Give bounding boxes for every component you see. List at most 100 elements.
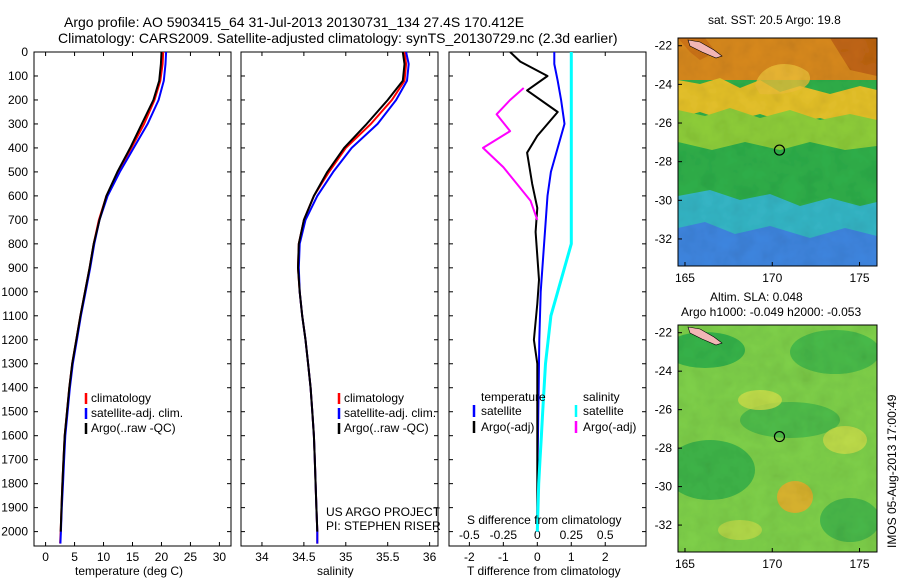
series-line-argo-raw-qc- (59, 52, 163, 532)
depth-tick-label: 1700 (1, 453, 28, 467)
depth-tick-label: 500 (8, 165, 28, 179)
lat-tick-label: -32 (655, 518, 673, 532)
x-tick-label: 34.5 (292, 550, 316, 564)
legend-label-argo: Argo(..raw -QC) (91, 421, 176, 435)
salinity-axes: 34 34.5 35 35.5 36 (241, 51, 438, 564)
depth-tick-label: 900 (8, 261, 28, 275)
legend-label-satellite: satellite-adj. clim. (91, 406, 183, 420)
difference-lines (482, 52, 573, 532)
sla-map-title-1: Altim. SLA: 0.048 (710, 290, 803, 304)
depth-tick-label: 1600 (1, 429, 28, 443)
lat-tick-label: -28 (655, 155, 673, 169)
salinity-panel-frame (240, 51, 439, 547)
lat-tick-label: -26 (655, 116, 673, 130)
legend-label-climatology: climatology (91, 391, 151, 405)
x-tick-label: 35.5 (376, 550, 400, 564)
x-tick-label: -1 (498, 550, 509, 564)
x-tick-label: 5 (71, 550, 78, 564)
depth-tick-label: 100 (8, 69, 28, 83)
x-tick-label: 15 (126, 550, 140, 564)
legend-header-temperature: temperature (481, 390, 546, 404)
depth-tick-label: 1300 (1, 357, 28, 371)
lon-tick-label: 175 (850, 557, 870, 571)
lat-tick-label: -32 (655, 232, 673, 246)
depth-tick-label: 1900 (1, 501, 28, 515)
series-line-salinity-satellite (535, 52, 573, 532)
title-line-1: Argo profile: AO 5903415_64 31-Jul-2013 … (64, 14, 524, 30)
legend-label-temp-argo: Argo(-adj) (481, 420, 534, 434)
depth-tick-label: 800 (8, 237, 28, 251)
s-diff-tick-label: -0.5 (459, 528, 480, 542)
difference-axes: -2 -1 0 1 2 -0.5 -0.25 0 0.25 0.5 (449, 51, 646, 564)
legend-label-sal-argo: Argo(-adj) (583, 420, 636, 434)
s-diff-tick-label: 0 (534, 528, 541, 542)
lat-tick-label: -24 (655, 364, 673, 378)
x-tick-label: -2 (464, 550, 475, 564)
imos-watermark: IMOS 05-Aug-2013 17:00:49 (885, 394, 899, 548)
series-line-satellite-adj-clim- (59, 52, 168, 544)
sla-map (678, 325, 877, 552)
project-line-1: US ARGO PROJECT (326, 505, 441, 519)
legend-label-climatology: climatology (344, 391, 404, 405)
depth-tick-label: 1800 (1, 477, 28, 491)
x-tick-label: 1 (568, 550, 575, 564)
argo-location-marker (773, 144, 786, 156)
series-line-climatology (59, 52, 165, 544)
x-tick-label: 34 (255, 550, 269, 564)
lat-tick-label: -22 (655, 39, 673, 53)
depth-tick-label: 400 (8, 141, 28, 155)
lon-tick-label: 165 (675, 557, 695, 571)
lat-tick-label: -26 (655, 403, 673, 417)
depth-tick-label: 200 (8, 93, 28, 107)
sst-map-frame (677, 37, 878, 267)
lat-tick-label: -24 (655, 77, 673, 91)
x-tick-label: 20 (155, 550, 169, 564)
depth-tick-label: 300 (8, 117, 28, 131)
x-tick-label: 30 (213, 550, 227, 564)
sst-map-title: sat. SST: 20.5 Argo: 19.8 (708, 13, 841, 27)
depth-tick-label: 1200 (1, 333, 28, 347)
salinity-lines (297, 52, 410, 544)
project-line-2: PI: STEPHEN RISER (326, 519, 441, 533)
sla-map-frame (677, 324, 878, 553)
x-tick-label: 0 (42, 550, 49, 564)
x-tick-label: 10 (97, 550, 111, 564)
s-diff-tick-label: 0.5 (597, 528, 614, 542)
argo-location-marker (773, 430, 786, 443)
depth-tick-label: 2000 (1, 525, 28, 539)
lat-tick-label: -30 (655, 480, 673, 494)
x-tick-label: 25 (184, 550, 198, 564)
temperature-axes: 0 5 10 15 20 25 30 (34, 51, 231, 564)
legend-label-sal-satellite: satellite (583, 404, 624, 418)
legend-label-argo: Argo(..raw -QC) (344, 421, 429, 435)
lon-tick-label: 175 (850, 271, 870, 285)
s-diff-tick-label: 0.25 (560, 528, 584, 542)
x-tick-label: 0 (534, 550, 541, 564)
difference-panel-frame (448, 51, 647, 547)
series-line-salinity-argo-adj- (482, 87, 539, 221)
lat-tick-label: -30 (655, 193, 673, 207)
temperature-legend: climatology satellite-adj. clim. Argo(..… (84, 391, 183, 435)
depth-tick-label: 700 (8, 213, 28, 227)
depth-tick-label: 0 (21, 45, 28, 59)
x-tick-label: 2 (602, 550, 609, 564)
title-line-2: Climatology: CARS2009. Satellite-adjuste… (58, 30, 618, 46)
lon-tick-label: 170 (762, 271, 782, 285)
depth-tick-label: 1100 (2, 309, 28, 323)
s-diff-tick-label: -0.25 (490, 528, 518, 542)
lon-tick-label: 165 (675, 271, 695, 285)
legend-label-temp-satellite: satellite (481, 404, 522, 418)
sla-map-axes: 165 170 175 -22 -24 -26 -28 -30 -32 (655, 326, 870, 571)
series-line-temperature-argo-adj- (509, 52, 559, 532)
legend-header-salinity: salinity (583, 390, 620, 404)
temperature-xlabel: temperature (deg C) (75, 564, 183, 578)
new-caledonia-land-2 (687, 326, 723, 346)
sla-map-title-2: Argo h1000: -0.049 h2000: -0.053 (681, 305, 861, 319)
new-caledonia-land-1 (687, 39, 723, 59)
difference-xlabel: T difference from climatology (467, 564, 621, 578)
difference-legend: temperature salinity satellite Argo(-adj… (472, 390, 636, 434)
temperature-lines (59, 52, 168, 544)
lat-tick-label: -28 (655, 441, 673, 455)
x-tick-label: 36 (423, 550, 437, 564)
